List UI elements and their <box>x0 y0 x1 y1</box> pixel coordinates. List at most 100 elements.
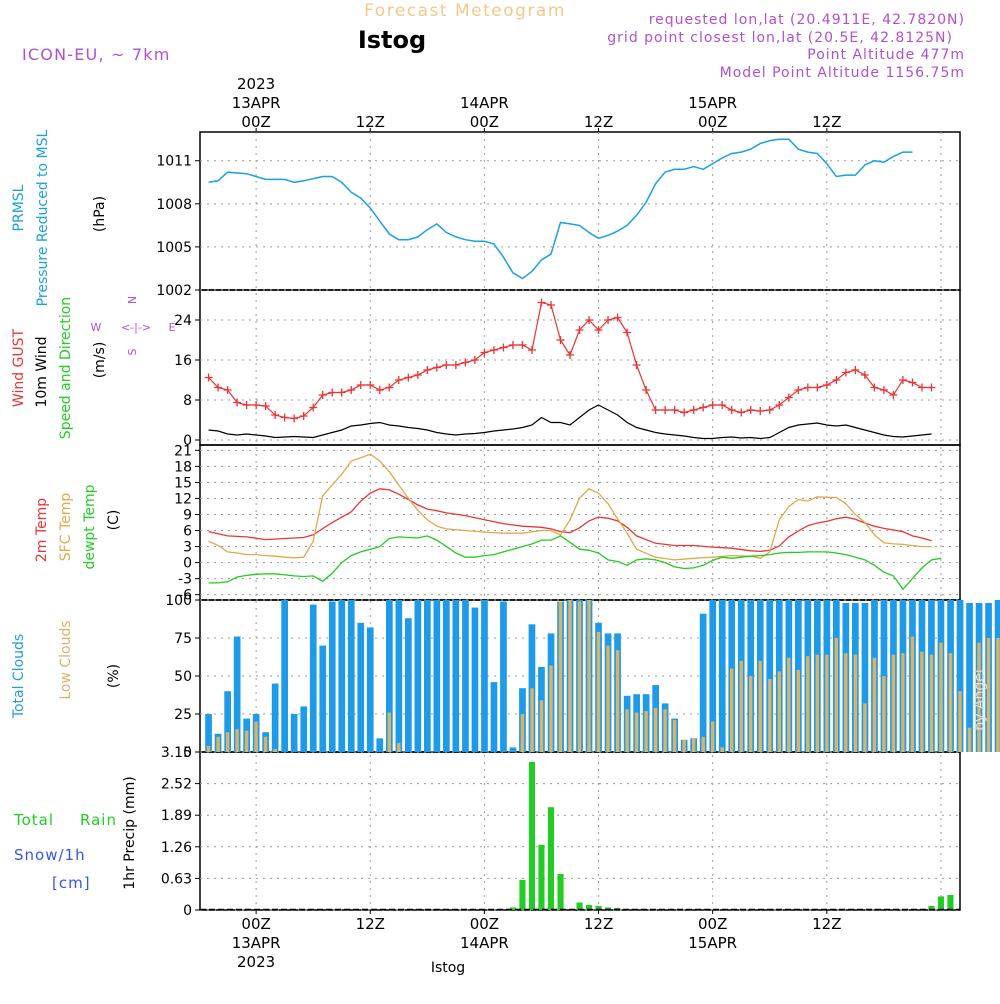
wind-gust-marker <box>822 381 831 389</box>
compass-n: N <box>126 296 139 304</box>
temp-2m-line <box>208 488 932 553</box>
total-cloud-bar <box>395 600 403 752</box>
date-label: 13APR <box>232 934 281 952</box>
wind-gust-marker <box>756 407 765 415</box>
clouds-tick-label: 0 <box>183 745 192 761</box>
pressure-label-1: PRMSL <box>11 184 27 231</box>
temp-labels: 2m Temp SFC Temp dewpt Temp (C) <box>34 484 122 569</box>
precip-frame <box>199 751 961 911</box>
temperature-tick-label: 0 <box>183 556 192 572</box>
wind-gust-marker <box>337 388 346 397</box>
low-cloud-bar <box>815 654 819 752</box>
total-cloud-bar <box>357 622 365 752</box>
clouds-tick-label: 25 <box>174 707 192 723</box>
temperature-tick-label: 21 <box>174 443 192 459</box>
total-cloud-bar <box>766 600 774 752</box>
wind-tick-label: 8 <box>183 393 192 409</box>
wind-gust-marker <box>385 383 394 392</box>
wind-unit: (m/s) <box>92 342 108 379</box>
low-cloud-bar <box>692 738 696 752</box>
low-cloud-bar <box>397 742 401 752</box>
wind-gust-marker <box>689 406 698 414</box>
low-cloud-bar <box>634 712 639 752</box>
wind-gust-marker <box>480 348 489 357</box>
pressure-tick-label: 1005 <box>156 240 192 256</box>
wind-gust-marker <box>775 401 784 409</box>
low-cloud-bar <box>644 711 648 752</box>
time-tick-label: 12Z <box>584 915 613 933</box>
total-cloud-bar <box>500 601 507 752</box>
total-cloud-bar <box>481 600 488 752</box>
total-cloud-bar <box>300 706 308 752</box>
temp-dewpt-line <box>208 535 942 591</box>
wind-gust-marker <box>252 401 261 409</box>
requested-location: requested lon,lat (20.4911E, 42.7820N) <box>649 12 965 28</box>
wind-gust-marker <box>699 403 708 412</box>
snow-unit: [cm] <box>52 874 91 892</box>
time-tick-label: 00Z <box>470 113 499 131</box>
pressure-line <box>208 138 913 280</box>
total-cloud-bar <box>414 600 422 752</box>
low-cloud-bar <box>549 665 553 752</box>
wind-gust-marker <box>204 373 213 382</box>
model-label: ICON-EU, ~ 7km <box>22 45 171 64</box>
total-cloud-bar <box>528 624 536 752</box>
clouds-unit: (%) <box>106 664 122 688</box>
total-cloud-bar <box>224 691 231 752</box>
low-cloud-bar <box>872 657 877 752</box>
clouds-tick-label: 50 <box>174 669 192 685</box>
pressure-tick-label: 1011 <box>156 154 192 170</box>
wind-gust-marker <box>708 401 717 409</box>
wind-gust-marker <box>566 351 575 359</box>
station-name: Istog <box>358 26 426 54</box>
wind-gust-marker <box>651 406 660 414</box>
low-cloud-bar <box>711 721 715 752</box>
rain-bar <box>947 895 954 910</box>
wind-gust-marker <box>765 406 774 414</box>
total-cloud-bar <box>433 600 441 752</box>
wind-gust-marker <box>356 381 365 389</box>
wind-gust-marker <box>347 386 356 394</box>
panel-frames <box>199 131 961 911</box>
wind-gust-marker <box>499 343 508 352</box>
total-cloud-bar <box>271 683 279 752</box>
total-cloud-bar <box>699 613 707 752</box>
rain-bar <box>928 906 935 910</box>
total-cloud-bar <box>309 604 317 752</box>
wind-gust-marker <box>413 371 422 379</box>
wind-gust-marker <box>404 373 413 382</box>
wind-gust-marker <box>851 366 860 374</box>
wind-10m-label: 10m Wind <box>34 336 50 407</box>
rain-bar <box>519 879 526 910</box>
precip-labels: 1hr Precip (mm) Total Rain Snow/1h [cm] <box>13 776 138 892</box>
wind-gust-marker <box>299 412 308 420</box>
total-cloud-bar <box>709 600 717 752</box>
time-tick-label: 00Z <box>241 915 270 933</box>
time-tick-label: 00Z <box>241 113 270 131</box>
low-cloud-bar <box>939 642 943 752</box>
precip-axis-label: 1hr Precip (mm) <box>122 776 138 889</box>
date-label: 14APR <box>460 94 509 112</box>
chart-title: Forecast Meteogram <box>364 1 566 21</box>
low-cloud-bar <box>577 601 582 752</box>
wind-gust-marker <box>233 398 242 407</box>
total-cloud-bar <box>956 600 964 752</box>
data-layer <box>200 138 1000 911</box>
total-cloud-bar <box>471 607 479 752</box>
low-cloud-bar <box>672 720 677 752</box>
temp-sfc-label: SFC Temp <box>58 493 74 562</box>
temperature-tick-label: 6 <box>183 524 192 540</box>
wind-gust-marker <box>594 326 603 334</box>
snow-label: Snow/1h <box>14 846 86 864</box>
model-altitude: Model Point Altitude 1156.75m <box>720 65 965 81</box>
wind-gust-marker <box>366 381 375 389</box>
low-cloud-bar <box>720 747 724 752</box>
wind-gust-marker <box>432 363 441 372</box>
wind-gust-marker <box>318 391 327 399</box>
wind-gust-marker <box>442 361 451 369</box>
low-cloud-bar <box>244 730 249 752</box>
wind-gust-marker <box>470 356 479 364</box>
wind-tick-label: 24 <box>174 313 192 329</box>
temperature-tick-label: -3 <box>178 572 192 588</box>
total-cloud-bar <box>443 600 450 752</box>
